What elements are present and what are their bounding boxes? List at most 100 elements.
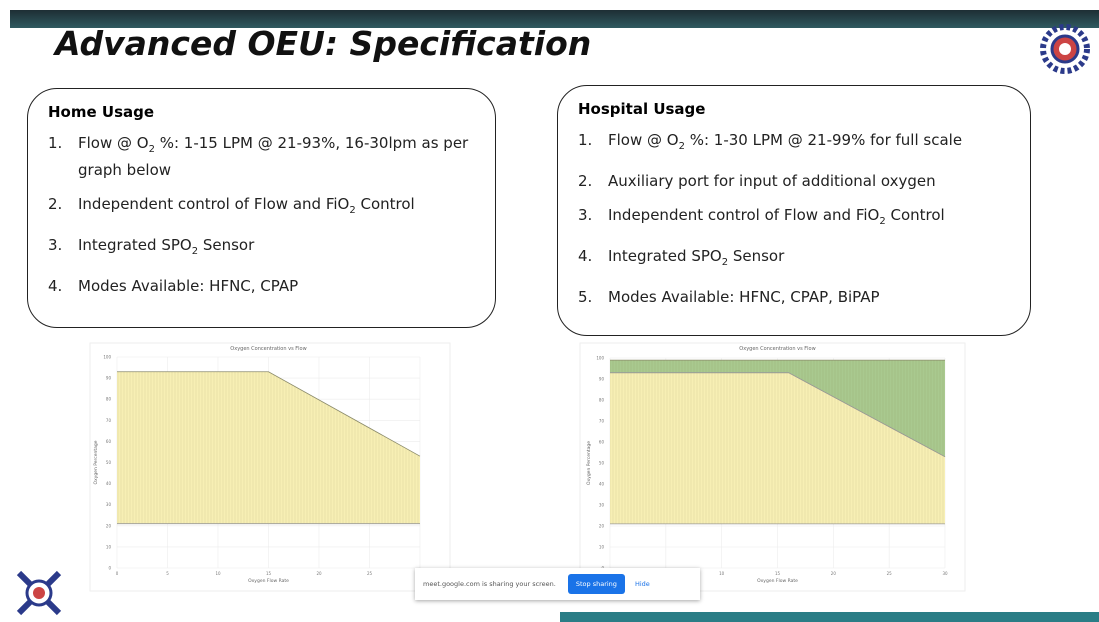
item-number: 1.	[48, 134, 63, 152]
y-tick-label: 20	[106, 523, 112, 528]
item-number: 2.	[48, 195, 63, 213]
x-tick-label: 10	[215, 571, 221, 576]
item-text: Integrated SPO2 Sensor	[608, 246, 784, 273]
y-axis-label: Oxygen Percentage	[93, 440, 99, 484]
item-text: Integrated SPO2 Sensor	[78, 235, 254, 262]
y-tick-label: 70	[599, 419, 605, 424]
y-tick-label: 100	[596, 356, 604, 361]
text-part: Independent control of Flow and FiO	[608, 206, 880, 224]
list-item: 2. Independent control of Flow and FiO2 C…	[48, 194, 475, 221]
text-part: Sensor	[728, 247, 785, 265]
subscript: 2	[678, 141, 685, 152]
stop-sharing-button[interactable]: Stop sharing	[567, 574, 625, 594]
top-bar	[10, 10, 1099, 28]
y-tick-label: 0	[108, 566, 111, 571]
list-item: 5. Modes Available: HFNC, CPAP, BiPAP	[578, 287, 1010, 307]
text-part: Flow @ O	[608, 131, 679, 149]
x-tick-label: 5	[166, 571, 169, 576]
item-number: 3.	[48, 236, 63, 254]
y-tick-label: 90	[599, 377, 605, 382]
y-tick-label: 30	[599, 503, 605, 508]
text-part: %: 1-30 LPM @ 21-99% for full scale	[684, 131, 963, 149]
chart-title: Oxygen Concentration vs Flow	[230, 346, 306, 352]
subscript: 2	[349, 205, 356, 216]
item-list: 1. Flow @ O2 %: 1-30 LPM @ 21-99% for ful…	[578, 130, 1010, 307]
text-part: Flow @ O	[78, 134, 149, 152]
item-number: 1.	[578, 131, 593, 149]
item-number: 3.	[578, 206, 593, 224]
list-item: 2. Auxiliary port for input of additional…	[578, 171, 1010, 191]
x-tick-label: 10	[719, 571, 725, 576]
area-hatch	[610, 372, 945, 524]
text-part: Integrated SPO	[78, 236, 192, 254]
item-list: 1. Flow @ O2 %: 1-15 LPM @ 21-93%, 16-30l…	[48, 133, 475, 296]
y-tick-label: 60	[106, 439, 112, 444]
list-item: 3. Integrated SPO2 Sensor	[48, 235, 475, 262]
area-hatch	[117, 371, 420, 524]
item-number: 2.	[578, 172, 593, 190]
item-text: Flow @ O2 %: 1-30 LPM @ 21-99% for full …	[608, 130, 962, 157]
item-text: Modes Available: HFNC, CPAP, BiPAP	[608, 287, 880, 307]
item-text: Independent control of Flow and FiO2 Con…	[78, 194, 415, 221]
list-item: 3. Independent control of Flow and FiO2 C…	[578, 205, 1010, 232]
share-bar: meet.google.com is sharing your screen. …	[415, 568, 700, 600]
text-part: Control	[885, 206, 945, 224]
list-item: 1. Flow @ O2 %: 1-15 LPM @ 21-93%, 16-30l…	[48, 133, 475, 180]
hide-button[interactable]: Hide	[634, 580, 650, 588]
x-tick-label: 20	[831, 571, 837, 576]
home-panel: Home Usage 1. Flow @ O2 %: 1-15 LPM @ 21-…	[27, 88, 496, 328]
slide-title: Advanced OEU: Specification	[55, 24, 592, 63]
text-part: %: 1-15 LPM @ 21-93%, 16-30lpm as per gr…	[78, 134, 469, 179]
item-text: Flow @ O2 %: 1-15 LPM @ 21-93%, 16-30lpm…	[78, 133, 475, 180]
x-tick-label: 25	[367, 571, 373, 576]
x-tick-label: 20	[316, 571, 322, 576]
area-hatch	[610, 360, 945, 457]
y-tick-label: 40	[106, 481, 112, 486]
x-axis-label: Oxygen Flow Rate	[757, 578, 798, 584]
y-tick-label: 20	[599, 524, 605, 529]
x-axis-label: Oxygen Flow Rate	[248, 578, 289, 584]
item-text: Modes Available: HFNC, CPAP	[78, 276, 298, 296]
y-tick-label: 70	[106, 418, 112, 423]
item-text: Auxiliary port for input of additional o…	[608, 171, 936, 191]
logo	[16, 570, 62, 616]
text-part: Integrated SPO	[608, 247, 722, 265]
subscript: 2	[721, 257, 729, 268]
hospital-panel: Hospital Usage 1. Flow @ O2 %: 1-30 LPM @…	[557, 85, 1031, 336]
y-tick-label: 50	[106, 460, 112, 465]
y-tick-label: 50	[599, 461, 605, 466]
text-part: Independent control of Flow and FiO	[78, 195, 350, 213]
text-part: Modes Available: HFNC, CPAP, BiPAP	[608, 288, 880, 306]
area-upper-edge	[117, 371, 421, 457]
x-tick-label: 30	[942, 571, 948, 576]
item-number: 4.	[578, 247, 593, 265]
text-part: Control	[355, 195, 415, 213]
list-item: 4. Integrated SPO2 Sensor	[578, 246, 1010, 273]
y-tick-label: 90	[106, 376, 112, 381]
subscript: 2	[148, 144, 155, 155]
area-lower-edge	[610, 372, 946, 458]
y-tick-label: 10	[106, 544, 112, 549]
text-part: Sensor	[198, 236, 255, 254]
y-tick-label: 100	[103, 355, 111, 360]
panel-heading: Home Usage	[48, 103, 155, 121]
panel-heading: Hospital Usage	[578, 100, 706, 118]
subscript: 2	[191, 246, 199, 257]
item-text: Independent control of Flow and FiO2 Con…	[608, 205, 945, 232]
x-tick-label: 0	[116, 571, 119, 576]
share-message: meet.google.com is sharing your screen.	[423, 580, 556, 588]
x-tick-label: 25	[887, 571, 893, 576]
item-number: 4.	[48, 277, 63, 295]
x-tick-label: 15	[775, 571, 781, 576]
y-tick-label: 80	[599, 398, 605, 403]
y-tick-label: 10	[599, 545, 605, 550]
text-part: Modes Available: HFNC, CPAP	[78, 277, 299, 295]
list-item: 4. Modes Available: HFNC, CPAP	[48, 276, 475, 296]
y-tick-label: 60	[599, 440, 605, 445]
y-tick-label: 80	[106, 397, 112, 402]
list-item: 1. Flow @ O2 %: 1-30 LPM @ 21-99% for ful…	[578, 130, 1010, 157]
y-tick-label: 40	[599, 482, 605, 487]
y-axis-label: Oxygen Percentage	[586, 441, 592, 485]
